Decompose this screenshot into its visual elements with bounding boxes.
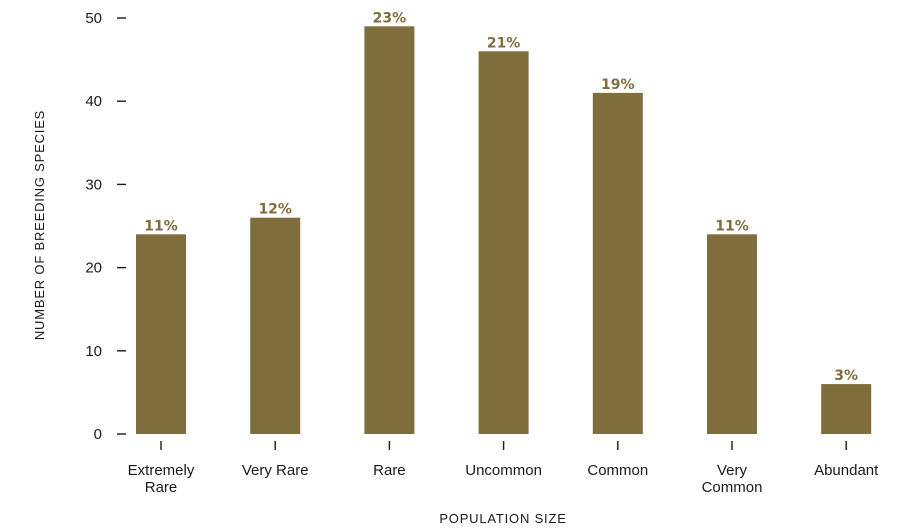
bar xyxy=(592,92,643,434)
y-tick-label: 40 xyxy=(85,93,102,110)
x-tick-label: Uncommon xyxy=(465,462,542,479)
bar-data-label: 21% xyxy=(487,35,521,51)
y-tick-label: 20 xyxy=(85,260,102,277)
bar-data-label: 23% xyxy=(373,10,407,26)
y-tick-label: 0 xyxy=(94,426,102,443)
bars: 11% 12% 23% 21% 19% 11% 3% xyxy=(136,10,872,434)
bar-data-label: 19% xyxy=(601,77,635,93)
bar xyxy=(364,26,415,434)
bar-data-label: 11% xyxy=(144,218,178,234)
x-tick-label: Extremely Rare xyxy=(128,462,195,496)
bar-data-label: 11% xyxy=(715,218,749,234)
y-tick-label: 10 xyxy=(85,343,102,360)
x-tick-label: Very Rare xyxy=(242,462,309,479)
x-axis-title: POPULATION SIZE xyxy=(439,511,566,526)
bar-data-label: 12% xyxy=(258,202,292,218)
bar xyxy=(250,217,301,434)
y-tick-label: 30 xyxy=(85,176,102,193)
x-tick-label: Very Common xyxy=(702,462,763,496)
bar xyxy=(707,234,757,434)
y-axis: 0 10 20 30 40 50 xyxy=(85,10,126,443)
x-tick-label: Common xyxy=(587,462,648,479)
bar-data-label: 3% xyxy=(834,368,858,384)
bar xyxy=(821,384,872,434)
bar xyxy=(136,234,186,434)
y-axis-title: NUMBER OF BREEDING SPECIES xyxy=(32,110,47,340)
x-tick-label: Rare xyxy=(373,462,406,479)
bar xyxy=(478,51,529,434)
x-tick-label: Abundant xyxy=(814,462,879,479)
y-tick-label: 50 xyxy=(85,10,102,27)
x-axis: Extremely Rare Very Rare Rare Uncommon Common… xyxy=(128,441,879,496)
